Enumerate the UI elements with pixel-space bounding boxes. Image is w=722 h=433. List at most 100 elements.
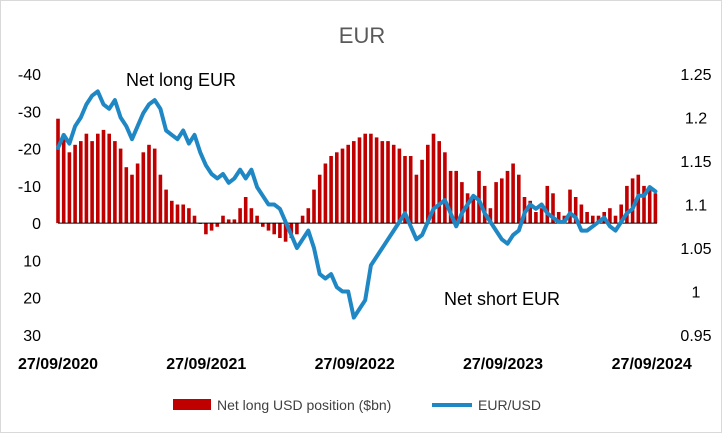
usd-position-bar xyxy=(642,185,646,224)
x-tick-label: 27/09/2020 xyxy=(18,356,98,373)
usd-position-bar xyxy=(437,141,441,224)
usd-position-bar xyxy=(73,144,77,224)
usd-position-bar xyxy=(249,208,254,224)
right-tick-label: 0.95 xyxy=(680,328,711,345)
usd-position-bar xyxy=(539,208,544,224)
x-tick-label: 27/09/2024 xyxy=(612,356,692,373)
usd-position-bar xyxy=(323,163,328,224)
usd-position-bar xyxy=(391,144,396,224)
usd-position-bar xyxy=(130,174,134,224)
legend-line-label: EUR/USD xyxy=(478,397,541,413)
legend-bar-swatch xyxy=(173,399,211,410)
usd-position-bar xyxy=(488,208,493,224)
right-axis-ticks: 1.25 1.2 1.15 1.1 1.05 1 0.95 xyxy=(680,67,711,345)
usd-position-bar xyxy=(346,144,350,224)
x-tick-label: 27/09/2023 xyxy=(463,356,543,373)
usd-position-bar xyxy=(534,212,538,224)
legend-bar-label: Net long USD position ($bn) xyxy=(217,397,391,413)
usd-position-bar xyxy=(232,219,237,224)
left-tick-label: -20 xyxy=(18,142,41,159)
usd-position-bar xyxy=(221,215,225,224)
usd-position-bar xyxy=(397,148,402,224)
usd-position-bar xyxy=(141,152,146,224)
usd-position-bar xyxy=(454,170,458,224)
usd-position-bar xyxy=(113,141,117,224)
right-tick-label: 1.2 xyxy=(685,111,707,128)
usd-position-bar xyxy=(619,204,623,224)
usd-position-bar xyxy=(283,223,288,242)
usd-position-bar xyxy=(255,215,259,224)
usd-position-bar xyxy=(238,208,242,224)
usd-position-bar xyxy=(573,197,578,224)
usd-position-bar xyxy=(482,185,487,224)
usd-position-bar xyxy=(443,152,447,224)
eurusd-series-line xyxy=(56,89,658,320)
usd-position-bar xyxy=(312,189,316,224)
right-tick-label: 1.05 xyxy=(680,241,711,258)
usd-position-bar xyxy=(403,156,407,224)
usd-position-bar xyxy=(56,118,60,224)
annotation-net-short: Net short EUR xyxy=(444,289,560,309)
usd-position-bar xyxy=(90,141,94,224)
usd-position-bar xyxy=(243,197,248,224)
x-tick-label: 27/09/2022 xyxy=(315,356,395,373)
usd-position-bar xyxy=(118,148,123,224)
usd-position-bar xyxy=(215,223,220,227)
usd-position-bar xyxy=(426,144,430,224)
usd-position-bar xyxy=(647,185,652,224)
usd-position-bar xyxy=(135,163,140,224)
usd-position-bar xyxy=(585,212,589,224)
usd-position-bar xyxy=(494,182,498,224)
usd-position-bar xyxy=(556,212,561,224)
x-axis-ticks: 27/09/2020 27/09/2021 27/09/2022 27/09/2023… xyxy=(18,356,692,373)
usd-position-bar xyxy=(340,148,345,224)
usd-position-bar xyxy=(181,204,185,224)
usd-position-bar xyxy=(124,167,129,224)
usd-position-bar xyxy=(84,133,89,224)
usd-position-bar xyxy=(625,185,629,224)
left-tick-label: -40 xyxy=(18,67,41,84)
usd-position-bar xyxy=(568,189,572,224)
usd-position-bar xyxy=(67,152,72,224)
usd-position-bar xyxy=(591,215,595,224)
usd-position-bar xyxy=(170,200,174,224)
right-tick-label: 1 xyxy=(692,285,701,302)
right-tick-label: 1.25 xyxy=(680,67,711,84)
usd-position-bar xyxy=(579,204,584,224)
usd-position-bar xyxy=(152,148,157,224)
usd-position-bar xyxy=(261,223,265,227)
left-tick-label: 20 xyxy=(23,291,41,308)
usd-position-bar xyxy=(630,178,635,224)
usd-position-bar xyxy=(317,174,322,224)
left-axis-ticks: -40 -30 -20 -10 0 10 20 30 xyxy=(18,67,41,345)
usd-position-bar xyxy=(226,219,231,224)
usd-position-bar xyxy=(192,215,197,224)
usd-position-bar xyxy=(266,223,271,231)
usd-position-bar xyxy=(295,223,299,235)
usd-position-bar xyxy=(505,170,510,224)
left-tick-label: 10 xyxy=(23,253,41,270)
usd-position-bar xyxy=(61,133,66,224)
usd-position-bar xyxy=(147,144,151,224)
x-tick-label: 27/09/2021 xyxy=(166,356,246,373)
usd-position-bar xyxy=(175,204,180,224)
usd-position-bar xyxy=(448,170,453,224)
usd-position-bar xyxy=(653,193,658,224)
left-tick-label: 0 xyxy=(32,216,41,233)
usd-position-bar xyxy=(96,133,100,224)
usd-position-bar xyxy=(471,197,476,224)
left-tick-label: -30 xyxy=(18,104,41,121)
chart-title: EUR xyxy=(339,23,385,48)
usd-position-bar xyxy=(272,223,276,235)
usd-position-bar xyxy=(511,163,515,224)
usd-position-bar xyxy=(101,129,106,224)
usd-position-bar xyxy=(187,208,191,224)
usd-position-bar xyxy=(158,174,163,224)
usd-position-bar xyxy=(545,185,550,224)
usd-position-bar xyxy=(369,133,373,224)
annotation-net-long: Net long EUR xyxy=(126,70,236,90)
usd-position-bar xyxy=(414,174,419,224)
usd-position-bar xyxy=(363,133,367,224)
usd-position-bar xyxy=(431,133,436,224)
